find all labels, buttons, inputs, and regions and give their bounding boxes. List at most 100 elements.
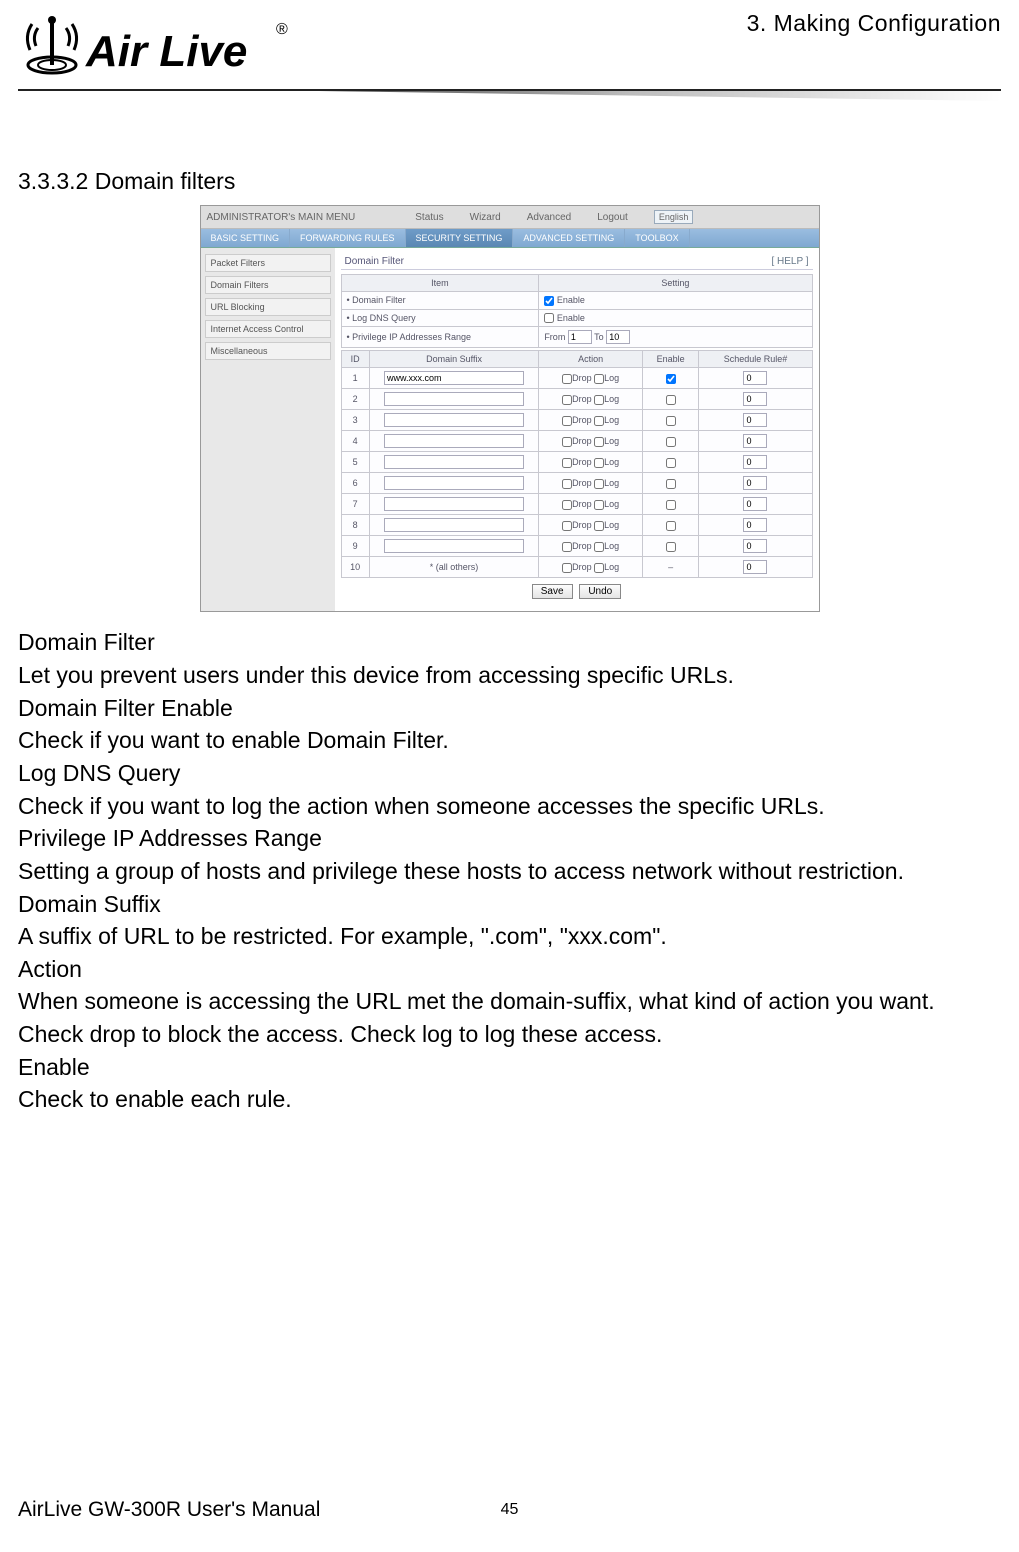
schedule-rule-input[interactable]	[743, 539, 767, 553]
enable-checkbox[interactable]	[666, 521, 676, 531]
topbar-link-logout[interactable]: Logout	[597, 212, 628, 223]
language-badge[interactable]: English	[654, 210, 694, 224]
cell-schedule	[699, 410, 812, 431]
sidebar-item-packet-filters[interactable]: Packet Filters	[205, 254, 331, 272]
footer-manual: AirLive GW-300R User's Manual	[0, 1498, 320, 1522]
row-privilege-label: • Privilege IP Addresses Range	[341, 327, 539, 348]
undo-button[interactable]: Undo	[579, 584, 621, 599]
schedule-rule-input[interactable]	[743, 455, 767, 469]
enable-checkbox[interactable]	[666, 479, 676, 489]
domain-suffix-input[interactable]	[384, 413, 524, 427]
drop-checkbox[interactable]	[562, 374, 572, 384]
sidebar-item-domain-filters[interactable]: Domain Filters	[205, 276, 331, 294]
drop-checkbox[interactable]	[562, 458, 572, 468]
table-row: 9Drop Log	[341, 536, 812, 557]
log-checkbox[interactable]	[594, 563, 604, 573]
body-line: Check if you want to log the action when…	[18, 790, 1001, 823]
schedule-rule-input[interactable]	[743, 497, 767, 511]
drop-checkbox[interactable]	[562, 521, 572, 531]
router-screenshot: ADMINISTRATOR's MAIN MENU Status Wizard …	[200, 205, 820, 612]
body-line: Action	[18, 953, 1001, 986]
enable-checkbox[interactable]	[666, 437, 676, 447]
schedule-rule-input[interactable]	[743, 392, 767, 406]
schedule-rule-input[interactable]	[743, 518, 767, 532]
schedule-rule-input[interactable]	[743, 413, 767, 427]
sidebar-item-internet-access[interactable]: Internet Access Control	[205, 320, 331, 338]
drop-checkbox[interactable]	[562, 437, 572, 447]
sidebar-item-url-blocking[interactable]: URL Blocking	[205, 298, 331, 316]
log-checkbox[interactable]	[594, 479, 604, 489]
enable-checkbox[interactable]	[666, 416, 676, 426]
log-checkbox[interactable]	[594, 395, 604, 405]
topbar-link-status[interactable]: Status	[415, 212, 443, 223]
table-row: 2Drop Log	[341, 389, 812, 410]
settings-table: Item Setting • Domain Filter Enable • Lo…	[341, 274, 813, 348]
log-checkbox[interactable]	[594, 416, 604, 426]
tab-basic-setting[interactable]: BASIC SETTING	[201, 229, 291, 247]
domain-suffix-input[interactable]	[384, 392, 524, 406]
log-checkbox[interactable]	[594, 521, 604, 531]
privilege-to-input[interactable]	[606, 330, 630, 344]
chapter-title: 3. Making Configuration	[747, 10, 1001, 37]
cell-action: Drop Log	[539, 473, 643, 494]
drop-checkbox[interactable]	[562, 500, 572, 510]
domain-suffix-input[interactable]	[384, 476, 524, 490]
body-line: Check to enable each rule.	[18, 1083, 1001, 1116]
enable-checkbox[interactable]	[666, 500, 676, 510]
privilege-from-input[interactable]	[568, 330, 592, 344]
row-log-dns-label: • Log DNS Query	[341, 309, 539, 327]
domain-suffix-input[interactable]	[384, 539, 524, 553]
tab-advanced-setting[interactable]: ADVANCED SETTING	[513, 229, 625, 247]
domain-suffix-input[interactable]	[384, 455, 524, 469]
drop-checkbox[interactable]	[562, 542, 572, 552]
row-domain-filter-label: • Domain Filter	[341, 292, 539, 310]
help-link[interactable]: [ HELP ]	[771, 256, 808, 267]
log-checkbox[interactable]	[594, 500, 604, 510]
enable-checkbox[interactable]	[666, 395, 676, 405]
schedule-rule-input[interactable]	[743, 434, 767, 448]
domain-filter-enable-checkbox[interactable]	[544, 296, 554, 306]
drop-checkbox[interactable]	[562, 416, 572, 426]
domain-suffix-input[interactable]	[384, 371, 524, 385]
body-line: Enable	[18, 1051, 1001, 1084]
schedule-rule-input[interactable]	[743, 476, 767, 490]
log-checkbox[interactable]	[594, 458, 604, 468]
cell-suffix	[369, 515, 539, 536]
body-line: Log DNS Query	[18, 757, 1001, 790]
tab-toolbox[interactable]: TOOLBOX	[625, 229, 689, 247]
tab-security-setting[interactable]: SECURITY SETTING	[406, 229, 514, 247]
cell-enable	[642, 515, 699, 536]
cell-schedule	[699, 368, 812, 389]
enable-checkbox[interactable]	[666, 374, 676, 384]
log-dns-checkbox[interactable]	[544, 313, 554, 323]
schedule-rule-input[interactable]	[743, 560, 767, 574]
schedule-rule-input[interactable]	[743, 371, 767, 385]
drop-checkbox[interactable]	[562, 479, 572, 489]
drop-checkbox[interactable]	[562, 563, 572, 573]
table-row: 6Drop Log	[341, 473, 812, 494]
cell-enable	[642, 410, 699, 431]
save-button[interactable]: Save	[532, 584, 573, 599]
domain-suffix-input[interactable]	[384, 434, 524, 448]
table-row: 5Drop Log	[341, 452, 812, 473]
antenna-icon	[27, 16, 76, 73]
sidebar-item-misc[interactable]: Miscellaneous	[205, 342, 331, 360]
domain-suffix-input[interactable]	[384, 497, 524, 511]
drop-checkbox[interactable]	[562, 395, 572, 405]
cell-action: Drop Log	[539, 368, 643, 389]
enable-checkbox[interactable]	[666, 542, 676, 552]
domain-suffix-input[interactable]	[384, 518, 524, 532]
cell-enable: –	[642, 557, 699, 578]
body-text: Domain FilterLet you prevent users under…	[18, 626, 1001, 1116]
log-checkbox[interactable]	[594, 374, 604, 384]
log-checkbox[interactable]	[594, 542, 604, 552]
topbar-link-wizard[interactable]: Wizard	[470, 212, 501, 223]
cell-schedule	[699, 473, 812, 494]
cell-schedule	[699, 557, 812, 578]
enable-checkbox[interactable]	[666, 458, 676, 468]
th-id: ID	[341, 351, 369, 368]
body-line: Privilege IP Addresses Range	[18, 822, 1001, 855]
log-checkbox[interactable]	[594, 437, 604, 447]
topbar-link-advanced[interactable]: Advanced	[527, 212, 571, 223]
tab-forwarding-rules[interactable]: FORWARDING RULES	[290, 229, 406, 247]
